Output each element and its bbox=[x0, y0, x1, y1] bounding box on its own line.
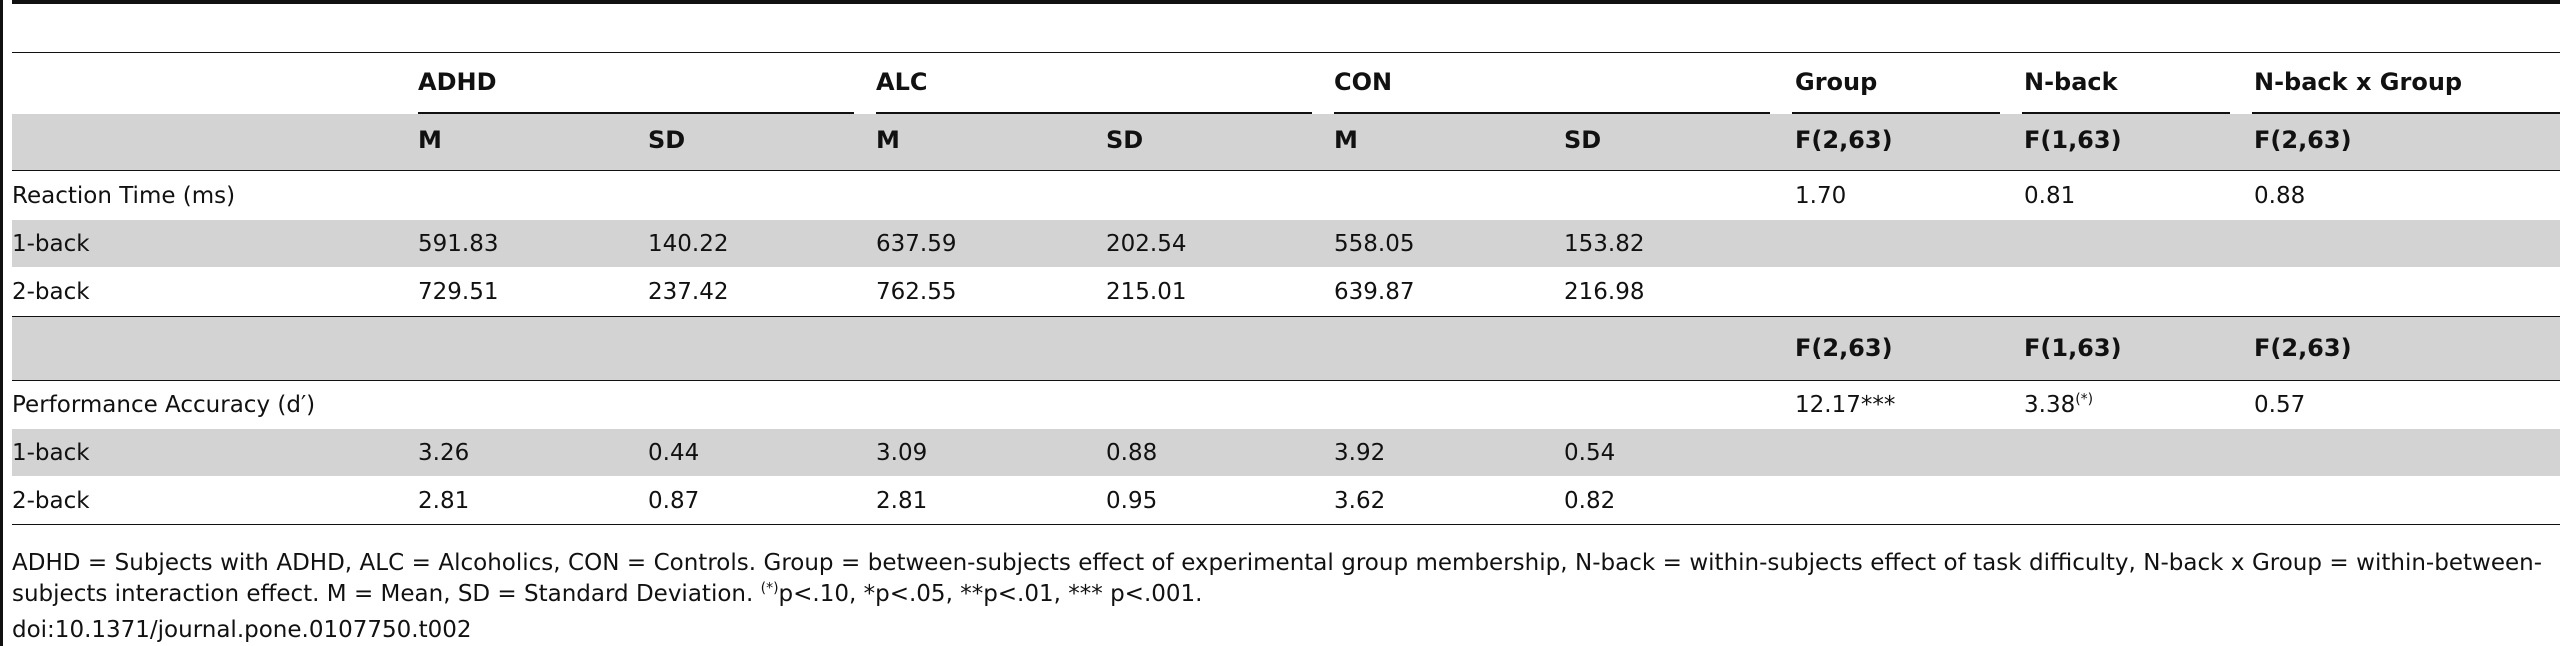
row-label-reaction-time: Reaction Time (ms) bbox=[12, 183, 236, 209]
table-cell: 237.42 bbox=[648, 279, 729, 305]
footnote-text: ADHD = Subjects with ADHD, ALC = Alcohol… bbox=[12, 550, 2542, 607]
table-cell: 558.05 bbox=[1334, 231, 1415, 257]
table-cell: 0.44 bbox=[648, 440, 700, 466]
mid-header-bottom-rule bbox=[12, 380, 2560, 381]
nback-group-rule bbox=[2022, 112, 2230, 114]
table-bottom-rule bbox=[12, 524, 2560, 525]
subheader-band bbox=[12, 114, 2560, 170]
subheader-f-group: F(2,63) bbox=[1795, 126, 1893, 154]
table-cell: 2.81 bbox=[418, 488, 470, 514]
mid-header-f-interaction: F(2,63) bbox=[2254, 334, 2352, 362]
group-group-rule bbox=[1792, 112, 2000, 114]
table-row-label: 1-back bbox=[12, 440, 90, 466]
mid-header-top-rule bbox=[12, 316, 2560, 317]
acc-f-nback-value: 3.38 bbox=[2024, 392, 2076, 418]
subheader-adhd-m: M bbox=[418, 126, 442, 154]
table-cell: 0.95 bbox=[1106, 488, 1158, 514]
header-group: Group bbox=[1795, 68, 1878, 96]
table-cell: 0.82 bbox=[1564, 488, 1616, 514]
subheader-alc-m: M bbox=[876, 126, 900, 154]
acc-f-nback: 3.38(*) bbox=[2024, 390, 2093, 420]
row-label-performance-accuracy: Performance Accuracy (d′) bbox=[12, 392, 316, 418]
footnote-significance: p<.10, *p<.05, **p<.01, *** p<.001. bbox=[778, 581, 1203, 607]
table-cell: 153.82 bbox=[1564, 231, 1645, 257]
table-row-label: 1-back bbox=[12, 231, 90, 257]
table-cell: 216.98 bbox=[1564, 279, 1645, 305]
header-alc: ALC bbox=[876, 68, 928, 96]
alc-group-rule bbox=[876, 112, 1312, 114]
table-cell: 215.01 bbox=[1106, 279, 1187, 305]
table-footnote: ADHD = Subjects with ADHD, ALC = Alcohol… bbox=[12, 548, 2542, 610]
table-top-rule bbox=[12, 0, 2560, 4]
table-left-border bbox=[0, 0, 3, 646]
mid-header-f-group: F(2,63) bbox=[1795, 334, 1893, 362]
rt-f-group: 1.70 bbox=[1795, 183, 1847, 209]
rt-f-interaction: 0.88 bbox=[2254, 183, 2306, 209]
table-cell: 0.88 bbox=[1106, 440, 1158, 466]
subheader-f-interaction: F(2,63) bbox=[2254, 126, 2352, 154]
header-top-rule bbox=[12, 52, 2560, 53]
table-cell: 762.55 bbox=[876, 279, 957, 305]
footnote-sig-marker: (*) bbox=[760, 580, 779, 597]
header-interaction: N-back x Group bbox=[2254, 68, 2463, 96]
subheader-f-nback: F(1,63) bbox=[2024, 126, 2122, 154]
table-cell: 2.81 bbox=[876, 488, 928, 514]
header-adhd: ADHD bbox=[418, 68, 497, 96]
table-cell: 637.59 bbox=[876, 231, 957, 257]
table-cell: 3.26 bbox=[418, 440, 470, 466]
row-shade-rt-1back bbox=[12, 220, 2560, 267]
table-cell: 3.92 bbox=[1334, 440, 1386, 466]
table-cell: 3.09 bbox=[876, 440, 928, 466]
table-cell: 0.54 bbox=[1564, 440, 1616, 466]
table-row-label: 2-back bbox=[12, 279, 90, 305]
con-group-rule bbox=[1334, 112, 1770, 114]
table-cell: 202.54 bbox=[1106, 231, 1187, 257]
interaction-group-rule bbox=[2252, 112, 2560, 114]
subheader-alc-sd: SD bbox=[1106, 126, 1144, 154]
table-cell: 0.87 bbox=[648, 488, 700, 514]
table-cell: 639.87 bbox=[1334, 279, 1415, 305]
header-nback: N-back bbox=[2024, 68, 2118, 96]
table-cell: 729.51 bbox=[418, 279, 499, 305]
header-bottom-rule bbox=[12, 170, 2560, 171]
adhd-group-rule bbox=[418, 112, 854, 114]
mid-header-f-nback: F(1,63) bbox=[2024, 334, 2122, 362]
mid-header-band bbox=[12, 316, 2560, 380]
subheader-adhd-sd: SD bbox=[648, 126, 686, 154]
subheader-con-m: M bbox=[1334, 126, 1358, 154]
row-shade-acc-1back bbox=[12, 429, 2560, 476]
rt-f-nback: 0.81 bbox=[2024, 183, 2076, 209]
acc-f-group: 12.17*** bbox=[1795, 392, 1896, 418]
table-cell: 140.22 bbox=[648, 231, 729, 257]
subheader-con-sd: SD bbox=[1564, 126, 1602, 154]
acc-f-nback-marker: (*) bbox=[2075, 391, 2094, 408]
table-cell: 591.83 bbox=[418, 231, 499, 257]
header-con: CON bbox=[1334, 68, 1393, 96]
table-row-label: 2-back bbox=[12, 488, 90, 514]
table-cell: 3.62 bbox=[1334, 488, 1386, 514]
acc-f-interaction: 0.57 bbox=[2254, 392, 2306, 418]
doi-link[interactable]: doi:10.1371/journal.pone.0107750.t002 bbox=[12, 617, 472, 643]
